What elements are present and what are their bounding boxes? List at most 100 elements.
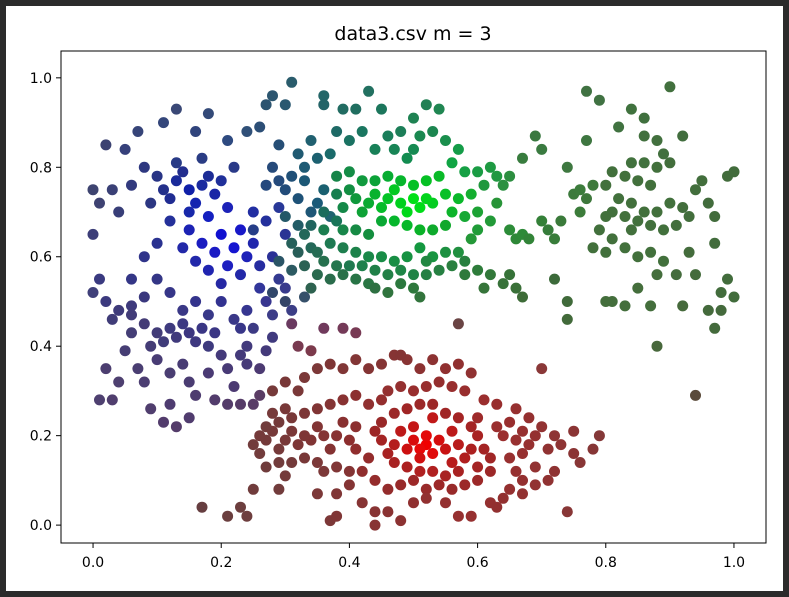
data-point [581,193,592,205]
data-point [202,340,214,352]
data-point [363,228,375,240]
data-point [715,287,727,298]
data-point [369,425,381,437]
data-point [497,492,509,504]
data-point [472,461,484,473]
data-point [517,152,528,164]
data-point [465,233,477,245]
data-point [408,269,419,281]
data-point [408,112,419,124]
data-point [722,273,733,285]
data-point [670,219,682,231]
data-point [388,143,400,155]
data-point [267,287,278,298]
data-point [363,398,375,410]
data-point [632,215,644,227]
data-point [138,376,150,388]
data-point [625,103,637,115]
data-point [382,269,394,281]
data-point [318,322,330,334]
data-point [645,219,657,231]
data-point [228,381,240,392]
data-point [459,269,471,281]
data-point [363,363,375,375]
data-point [600,246,612,258]
data-point [337,322,349,334]
data-point [299,161,310,173]
data-point [235,224,246,236]
data-point [235,269,246,281]
data-point [420,483,432,495]
data-point [401,461,413,473]
data-point [677,202,689,213]
data-point [183,206,195,218]
data-point [677,130,689,142]
data-point [222,135,234,146]
x-tick-label: 0.4 [338,555,360,571]
data-point [433,434,445,446]
data-point [388,184,400,196]
data-point [510,465,522,477]
data-point [286,237,298,249]
data-point [632,282,644,294]
data-point [235,501,246,513]
data-point [183,224,195,236]
data-point [222,363,234,375]
data-point [292,219,304,231]
data-point [376,103,387,115]
data-point [414,224,426,236]
data-point [106,184,118,196]
data-point [555,215,567,227]
data-point [581,85,592,97]
data-point [260,99,272,111]
data-point [497,278,509,290]
data-point [683,211,695,222]
data-point [247,483,259,495]
data-point [427,448,439,459]
data-point [587,443,599,455]
data-point [215,228,227,240]
data-point [452,439,464,451]
data-point [574,184,586,196]
y-tick-label: 0.6 [30,250,52,266]
data-point [420,269,432,281]
data-point [395,515,407,527]
data-point [690,389,701,401]
data-point [94,273,105,285]
data-point [568,425,580,437]
data-point [254,448,266,459]
x-tick-label: 0.8 [595,555,617,571]
data-point [126,179,137,191]
data-point [484,215,496,227]
data-point [311,421,323,433]
data-point [728,166,740,178]
data-point [529,461,541,473]
data-point [151,237,163,249]
data-point [517,448,528,459]
data-point [472,224,484,236]
data-point [478,394,490,406]
data-point [299,260,310,272]
data-point [440,497,451,509]
data-point [273,457,285,468]
data-point [190,126,202,137]
data-point [670,269,682,281]
data-point [645,246,657,258]
data-point [677,300,689,312]
data-point [382,170,394,182]
data-point [318,430,330,442]
data-point [215,278,227,290]
data-point [420,175,432,187]
data-point [658,255,669,267]
data-point [260,296,272,307]
data-point [388,439,400,451]
data-point [324,148,336,160]
data-point [177,358,189,370]
data-point [382,385,394,397]
data-point [350,273,362,285]
data-point [606,233,618,245]
data-point [452,412,464,424]
data-point [549,233,560,245]
data-point [497,430,509,442]
